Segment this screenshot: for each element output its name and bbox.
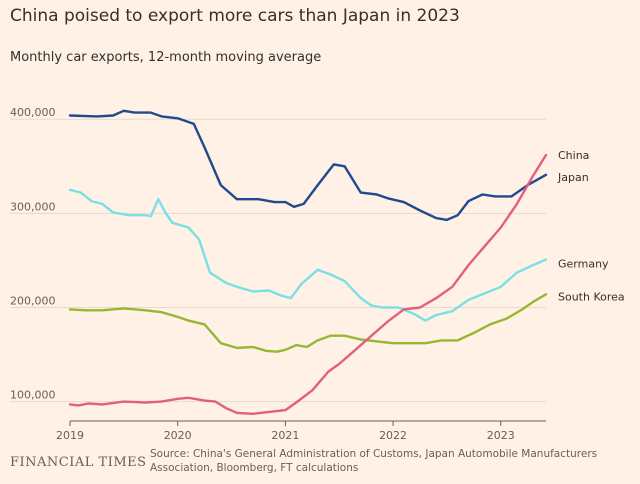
series-labels: Japan China Germany South Korea <box>557 149 625 303</box>
gridlines <box>10 118 546 403</box>
source-note: Source: China's General Administration o… <box>150 448 598 474</box>
series-label-china: China <box>558 149 589 162</box>
series-line-south-korea <box>68 293 548 353</box>
x-tick-label: 2021 <box>271 429 299 442</box>
series-label-germany: Germany <box>558 257 609 270</box>
ft-brand-logo: FINANCIAL TIMES <box>10 455 147 470</box>
chart-subtitle: Monthly car exports, 12-month moving ave… <box>10 50 322 65</box>
y-axis-labels: 100,000 200,000 300,000 400,000 <box>10 106 56 401</box>
series-line-germany <box>68 188 548 322</box>
chart-title: China poised to export more cars than Ja… <box>10 6 460 26</box>
series-label-japan: Japan <box>557 171 589 184</box>
y-tick-label: 300,000 <box>10 200 56 213</box>
series-line-japan <box>68 109 548 222</box>
y-tick-label: 400,000 <box>10 106 56 119</box>
x-axis: 2019 2020 2021 2022 2023 <box>56 420 546 442</box>
y-tick-label: 200,000 <box>10 294 56 307</box>
y-tick-label: 100,000 <box>10 389 56 402</box>
series-line-china <box>68 153 548 415</box>
x-tick-label: 2022 <box>379 429 407 442</box>
x-tick-label: 2020 <box>164 429 192 442</box>
series-lines <box>68 109 548 415</box>
x-tick-label: 2023 <box>487 429 515 442</box>
x-tick-label: 2019 <box>56 429 84 442</box>
series-label-south-korea: South Korea <box>558 290 625 303</box>
